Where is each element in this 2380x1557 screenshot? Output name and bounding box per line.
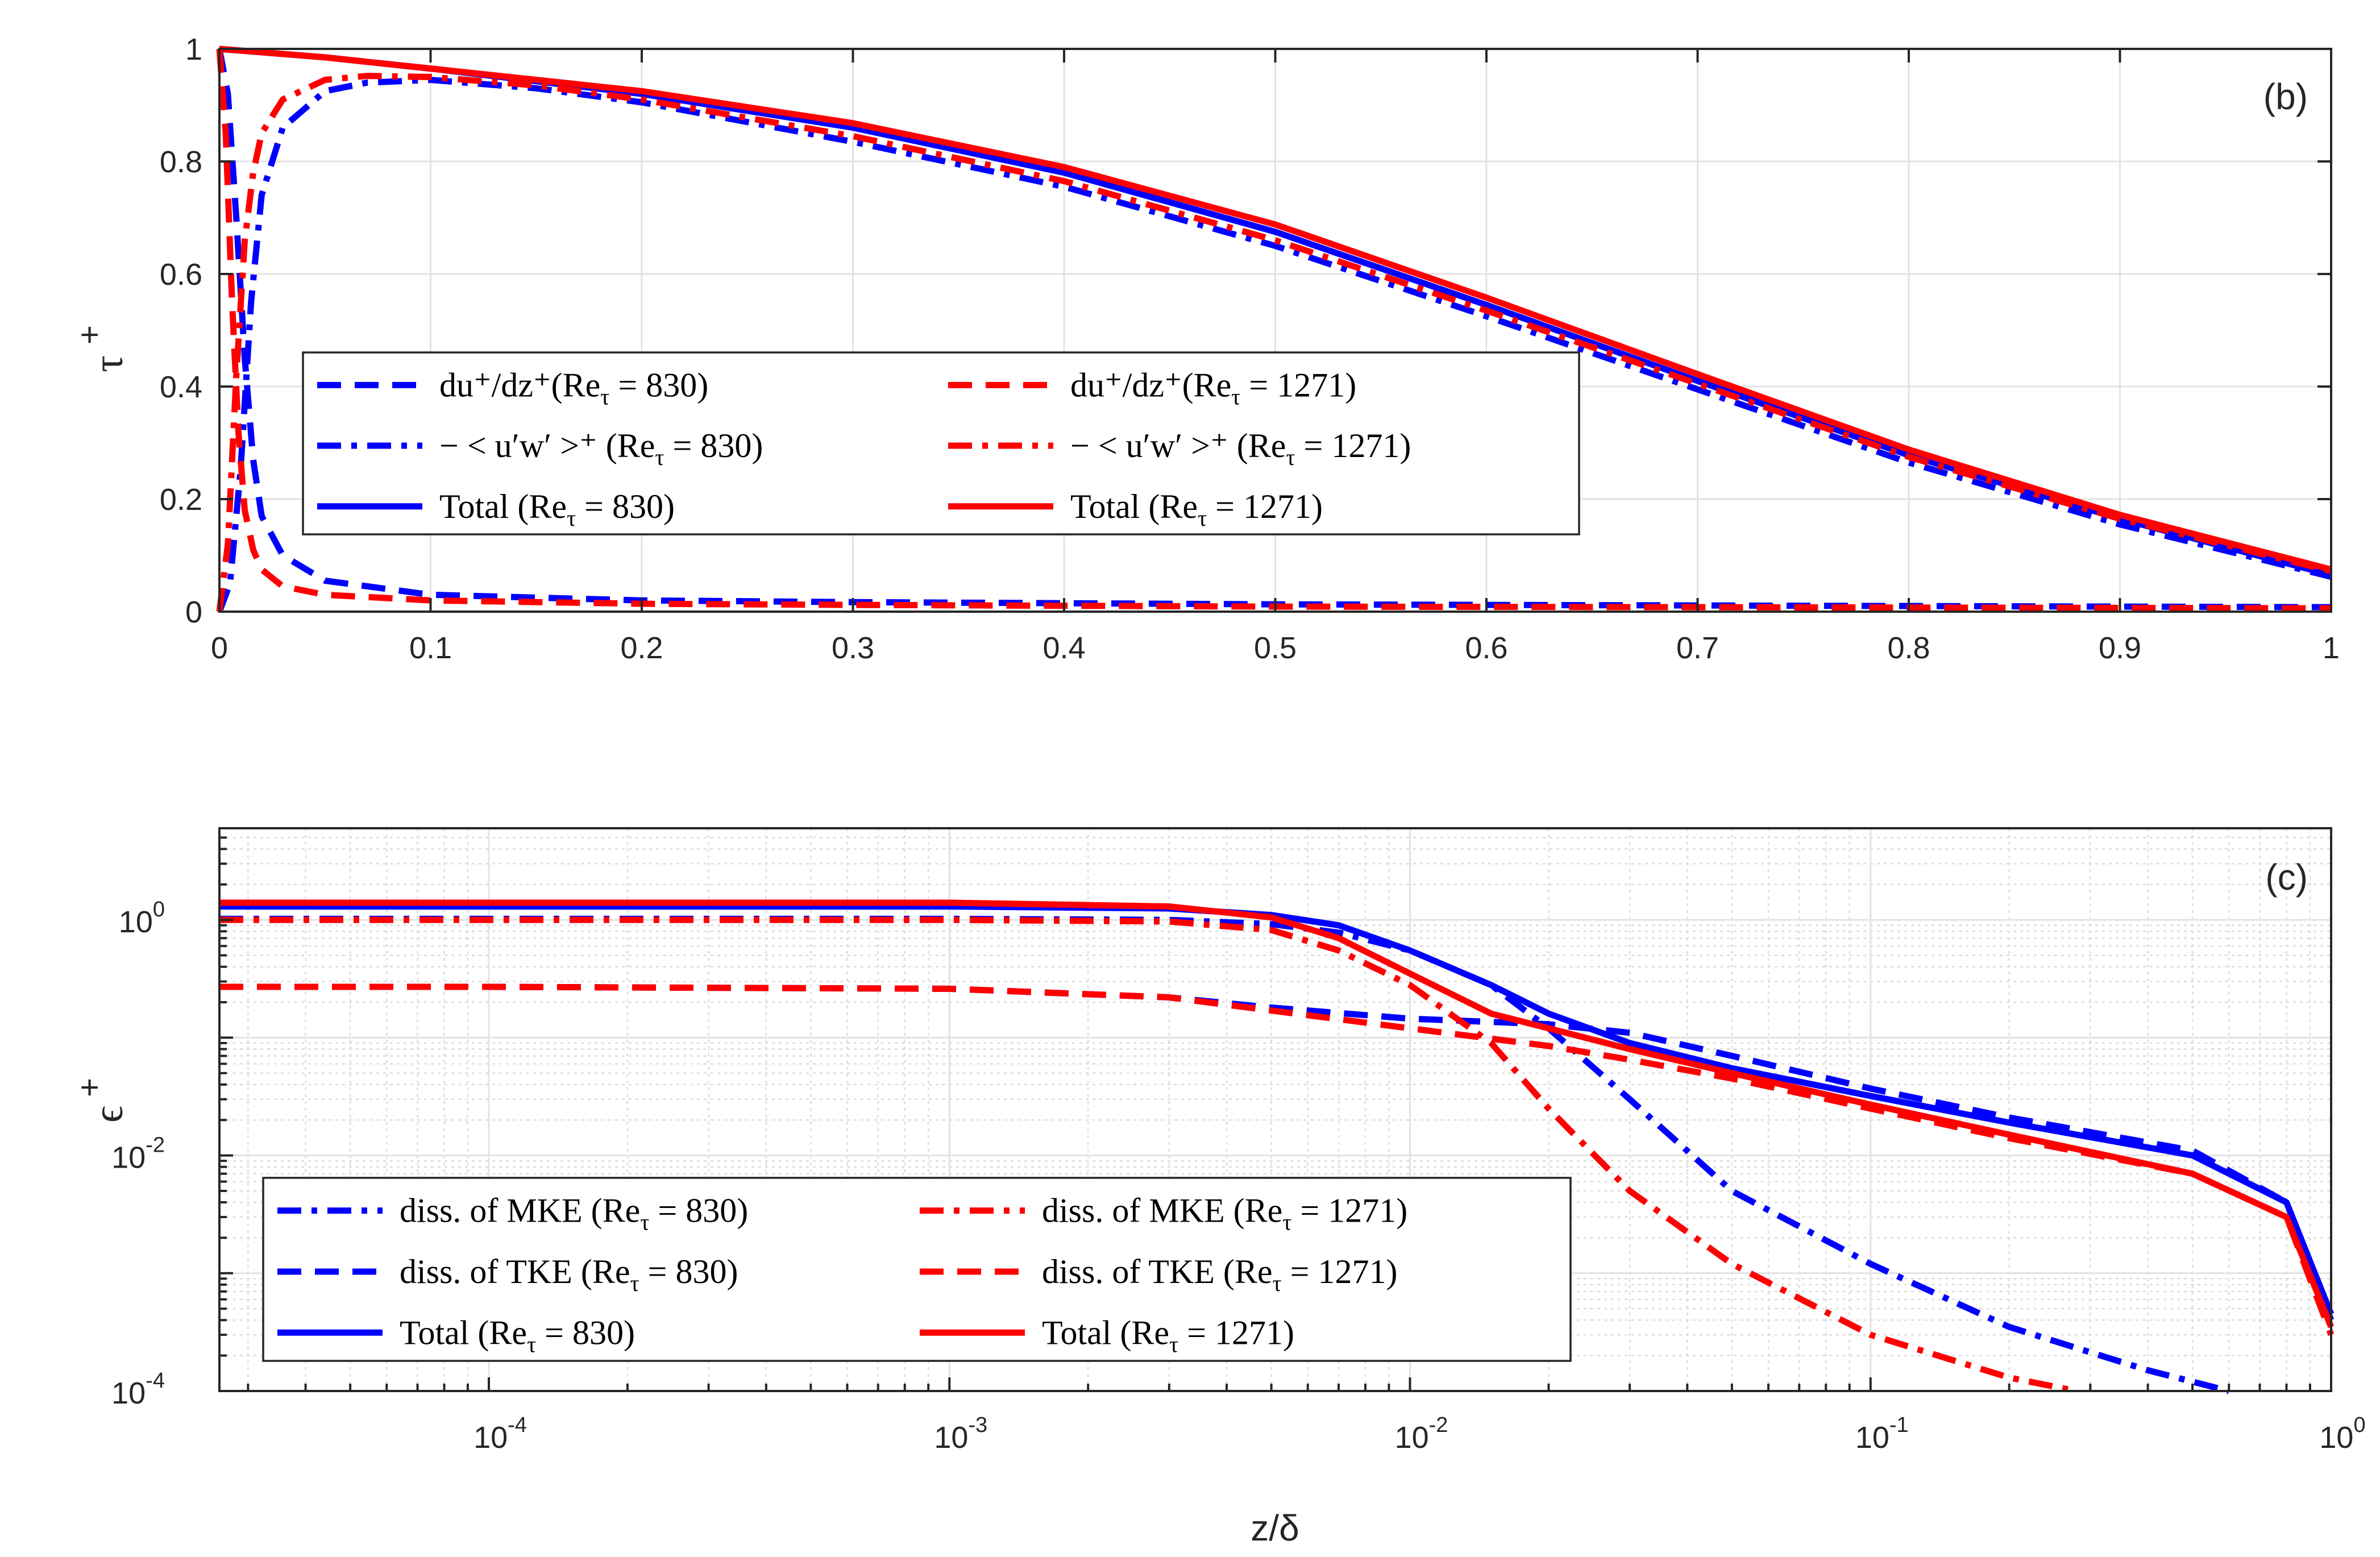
panel-b-ytick-label: 0.8 [160, 145, 202, 179]
panel-b-xtick-label: 0.8 [1887, 631, 1930, 665]
panel-c-ylabel-sup: + [71, 1078, 108, 1097]
panel-c-dissipation: 10-4 10-3 10-2 10-1 100 10-4 10-2 100 (c) ϵ + z… [71, 827, 2366, 1548]
panel-b-xtick-label: 0.1 [409, 631, 452, 665]
panel-b-ticks: 0 0.1 0.2 0.3 0.4 0.5 0.6 0.7 0.8 0.9 1 0 0.2 0.4 0.6 0… [160, 32, 2340, 665]
panel-c-ticks: 10-4 10-3 10-2 10-1 100 10-4 10-2 100 [111, 836, 2366, 1455]
panel-c-legend-label: Total (Reτ = 1271) [1042, 1314, 1294, 1357]
panel-b-series-line-3 [216, 48, 2332, 612]
panel-c-series-lines [219, 899, 2335, 1394]
panel-b-ytick-label: 0.4 [160, 370, 202, 404]
panel-b-xtick-label: 1 [2323, 631, 2340, 665]
panel-b-shear-stress: 0 0.1 0.2 0.3 0.4 0.5 0.6 0.7 0.8 0.9 1 0 0.2 0.4 0.6 0… [71, 32, 2340, 665]
panel-c-xlabel: z/δ [1251, 1508, 1299, 1548]
panel-b-xtick-label: 0.5 [1254, 631, 1297, 665]
panel-b-xtick-label: 0.7 [1676, 631, 1719, 665]
panel-c-series-line-5 [219, 899, 2335, 1328]
panel-b-ytick-label: 0.6 [160, 258, 202, 292]
panel-c-xtick-label: 10-2 [1395, 1413, 1448, 1455]
panel-b-ytick-label: 1 [185, 32, 202, 67]
panel-b-legend-label: du⁺/dz⁺(Reτ = 830) [439, 366, 708, 409]
panel-b-legend-label: − < u′w′ >⁺ (Reτ = 830) [439, 427, 763, 470]
panel-b-ylabel: τ + [71, 325, 132, 372]
panel-c-legend-label: diss. of TKE (Reτ = 830) [400, 1253, 738, 1296]
panel-b-series-lines [216, 45, 2332, 613]
panel-b-legend: du⁺/dz⁺(Reτ = 830) − < u′w′ >⁺ (Reτ = 830… [302, 351, 1580, 535]
panel-b-legend-label: du⁺/dz⁺(Reτ = 1271) [1070, 366, 1356, 409]
panel-b-ylabel-sup: + [71, 325, 108, 344]
panel-b-xtick-label: 0.6 [1465, 631, 1507, 665]
panel-c-ytick-label: 10-2 [111, 1134, 165, 1175]
panel-b-ytick-label: 0.2 [160, 483, 202, 517]
panel-c-axes-frame [218, 827, 2332, 1392]
panel-b-xtick-label: 0.3 [832, 631, 874, 665]
panel-b-xtick-label: 0.4 [1042, 631, 1085, 665]
panel-c-ylabel-symbol: ϵ [85, 1106, 132, 1123]
panel-c-legend-box [262, 1177, 1572, 1362]
panel-c-legend-label: diss. of TKE (Reτ = 1271) [1042, 1253, 1397, 1296]
panel-b-ytick-label: 0 [185, 595, 202, 629]
panel-c-legend-label: Total (Reτ = 830) [400, 1314, 635, 1357]
panel-c-ytick-label: 100 [119, 898, 165, 939]
panel-c-legend-label: diss. of MKE (Reτ = 1271) [1042, 1192, 1407, 1235]
panel-c-legend-label: diss. of MKE (Reτ = 830) [400, 1192, 748, 1235]
panel-b-tag: (b) [2263, 76, 2308, 117]
panel-c-xtick-label: 10-4 [473, 1413, 527, 1455]
panel-b-legend-label: Total (Reτ = 830) [439, 488, 675, 531]
panel-c-xtick-label: 10-3 [934, 1413, 987, 1455]
panel-b-xtick-label: 0.9 [2099, 631, 2141, 665]
panel-b-ylabel-symbol: τ [85, 355, 132, 372]
panel-c-tag: (c) [2265, 857, 2308, 898]
panel-b-series-line-5 [219, 45, 2332, 573]
panel-c-ylabel: ϵ + [71, 1078, 132, 1123]
panel-c-ytick-label: 10-4 [111, 1369, 165, 1410]
panel-b-legend-label: Total (Reτ = 1271) [1070, 488, 1323, 531]
panel-b-axes-frame [218, 48, 2332, 613]
panel-b-legend-box [302, 351, 1580, 535]
panel-b-series-line-1 [216, 77, 2332, 613]
panel-b-xtick-label: 0.2 [620, 631, 663, 665]
panel-c-series-line-3 [219, 916, 2078, 1394]
panel-c-legend: diss. of MKE (Reτ = 830) diss. of TKE (Re… [262, 1177, 1572, 1362]
panel-c-xtick-label: 100 [2319, 1413, 2365, 1455]
panel-b-legend-label: − < u′w′ >⁺ (Reτ = 1271) [1070, 427, 1411, 470]
panel-c-xtick-label: 10-1 [1855, 1413, 1909, 1455]
panel-b-xtick-label: 0 [211, 631, 228, 665]
